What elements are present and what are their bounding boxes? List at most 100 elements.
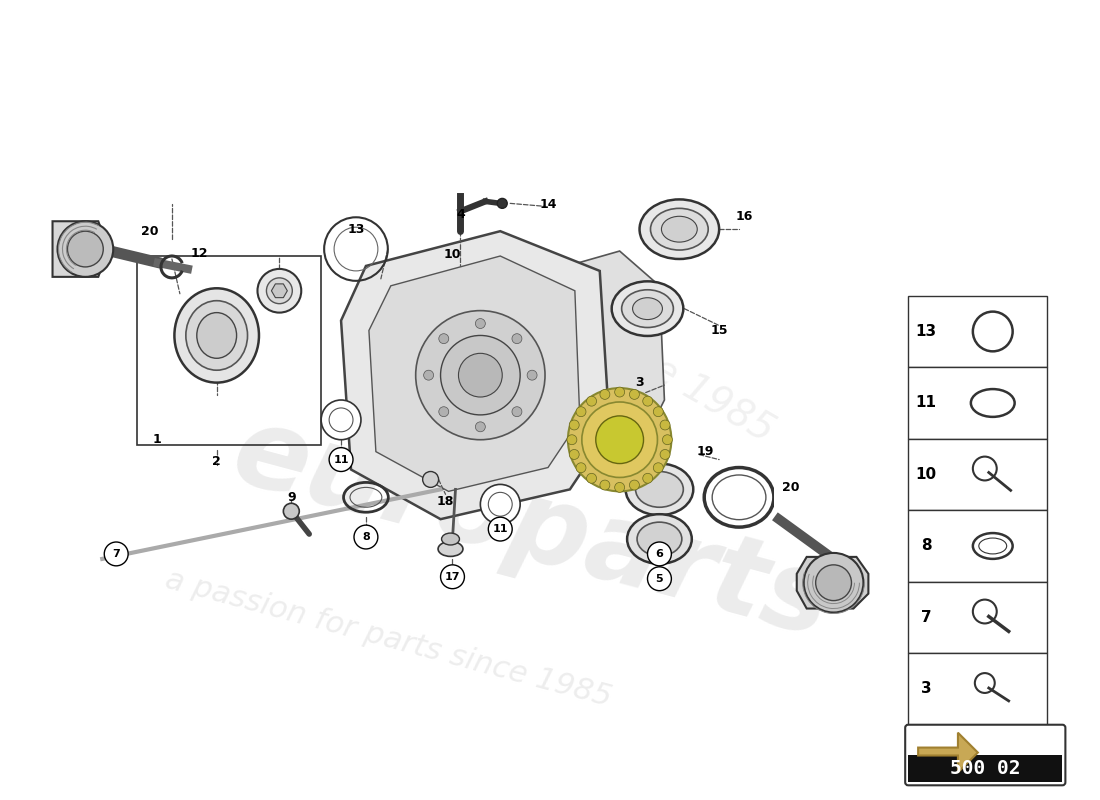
Text: since 1985: since 1985 bbox=[578, 310, 781, 450]
Circle shape bbox=[354, 525, 378, 549]
Text: 3: 3 bbox=[921, 682, 932, 697]
Ellipse shape bbox=[197, 313, 236, 358]
Circle shape bbox=[568, 388, 671, 491]
Circle shape bbox=[459, 354, 503, 397]
Ellipse shape bbox=[637, 522, 682, 556]
Circle shape bbox=[615, 387, 625, 397]
Circle shape bbox=[104, 542, 128, 566]
Polygon shape bbox=[53, 222, 108, 277]
Circle shape bbox=[662, 434, 672, 445]
Text: 20: 20 bbox=[782, 481, 800, 494]
Text: 1: 1 bbox=[153, 434, 162, 446]
Text: 20: 20 bbox=[141, 225, 158, 238]
Ellipse shape bbox=[621, 290, 673, 327]
Text: 10: 10 bbox=[443, 247, 461, 261]
Text: 13: 13 bbox=[915, 324, 937, 339]
Text: 7: 7 bbox=[921, 610, 932, 625]
Circle shape bbox=[439, 334, 449, 344]
Polygon shape bbox=[796, 557, 868, 609]
Text: 19: 19 bbox=[696, 445, 714, 458]
Ellipse shape bbox=[639, 199, 719, 259]
Ellipse shape bbox=[661, 216, 697, 242]
Circle shape bbox=[804, 553, 864, 613]
Circle shape bbox=[586, 396, 596, 406]
Circle shape bbox=[424, 370, 433, 380]
Bar bbox=[909, 754, 1063, 782]
Circle shape bbox=[600, 480, 609, 490]
Text: 10: 10 bbox=[915, 467, 937, 482]
Text: 14: 14 bbox=[539, 198, 557, 211]
Ellipse shape bbox=[612, 282, 683, 336]
Circle shape bbox=[596, 416, 644, 463]
Circle shape bbox=[512, 406, 521, 417]
Bar bbox=[138, 256, 321, 445]
Polygon shape bbox=[918, 733, 978, 772]
Circle shape bbox=[284, 503, 299, 519]
Circle shape bbox=[422, 471, 439, 487]
Text: 15: 15 bbox=[711, 324, 728, 337]
Circle shape bbox=[600, 390, 609, 399]
Circle shape bbox=[629, 480, 639, 490]
Circle shape bbox=[512, 334, 521, 344]
Circle shape bbox=[266, 278, 293, 304]
Text: 18: 18 bbox=[437, 494, 454, 508]
Circle shape bbox=[257, 269, 301, 313]
Circle shape bbox=[57, 222, 113, 277]
Bar bbox=[909, 296, 1047, 367]
Circle shape bbox=[570, 420, 580, 430]
Circle shape bbox=[329, 448, 353, 471]
Circle shape bbox=[586, 474, 596, 483]
Ellipse shape bbox=[175, 288, 258, 382]
Circle shape bbox=[615, 482, 625, 492]
Circle shape bbox=[576, 462, 586, 473]
Text: europarts: europarts bbox=[222, 398, 843, 660]
Text: 11: 11 bbox=[915, 395, 936, 410]
Text: 17: 17 bbox=[444, 572, 460, 582]
Polygon shape bbox=[341, 231, 609, 519]
Circle shape bbox=[570, 450, 580, 459]
Ellipse shape bbox=[627, 514, 692, 564]
Text: 500 02: 500 02 bbox=[949, 759, 1020, 778]
Bar bbox=[774, 467, 799, 527]
Circle shape bbox=[416, 310, 544, 440]
Text: 6: 6 bbox=[656, 549, 663, 559]
Bar bbox=[909, 367, 1047, 438]
Circle shape bbox=[648, 567, 671, 590]
Text: 7: 7 bbox=[112, 549, 120, 559]
Ellipse shape bbox=[441, 533, 460, 545]
Circle shape bbox=[452, 347, 508, 403]
Text: 13: 13 bbox=[348, 222, 365, 236]
Circle shape bbox=[816, 565, 851, 601]
Circle shape bbox=[629, 390, 639, 399]
Circle shape bbox=[475, 422, 485, 432]
Text: 2: 2 bbox=[212, 455, 221, 468]
Circle shape bbox=[660, 450, 670, 459]
Polygon shape bbox=[544, 251, 664, 470]
Bar bbox=[909, 438, 1047, 510]
Bar bbox=[909, 510, 1047, 582]
Text: 4: 4 bbox=[456, 208, 465, 221]
Circle shape bbox=[582, 402, 658, 478]
Circle shape bbox=[660, 420, 670, 430]
Bar bbox=[909, 654, 1047, 725]
Circle shape bbox=[439, 406, 449, 417]
Circle shape bbox=[576, 406, 586, 417]
Circle shape bbox=[475, 318, 485, 329]
Text: 5: 5 bbox=[656, 574, 663, 584]
Circle shape bbox=[648, 542, 671, 566]
Ellipse shape bbox=[650, 208, 708, 250]
Text: 8: 8 bbox=[921, 538, 932, 554]
Circle shape bbox=[566, 434, 576, 445]
Text: 8: 8 bbox=[362, 532, 370, 542]
Bar bbox=[909, 582, 1047, 654]
Text: 11: 11 bbox=[493, 524, 508, 534]
Circle shape bbox=[642, 396, 652, 406]
Text: 3: 3 bbox=[635, 376, 643, 389]
Polygon shape bbox=[368, 256, 580, 491]
Text: 9: 9 bbox=[287, 491, 296, 504]
Circle shape bbox=[67, 231, 103, 267]
Circle shape bbox=[497, 198, 507, 208]
Text: 11: 11 bbox=[333, 454, 349, 465]
Ellipse shape bbox=[438, 542, 463, 557]
Ellipse shape bbox=[636, 471, 683, 507]
